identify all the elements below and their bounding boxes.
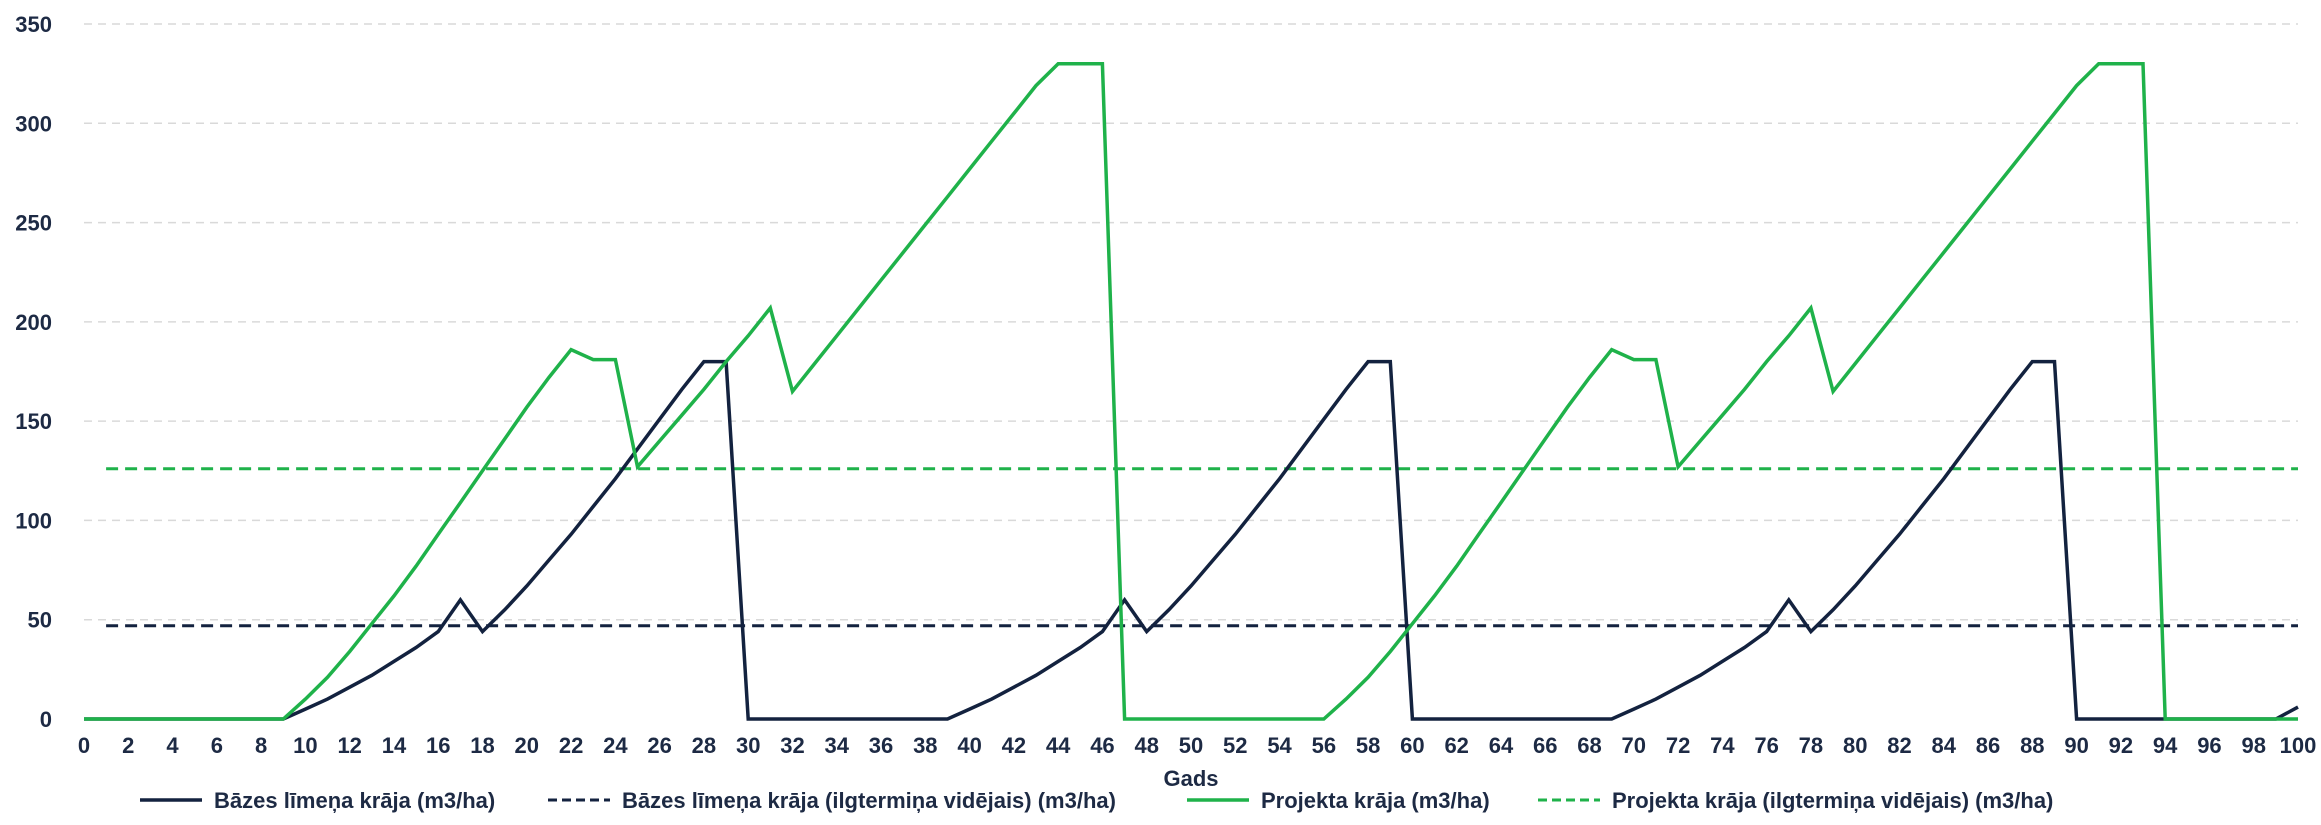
x-tick-label: 16 <box>426 733 450 758</box>
x-tick-label: 92 <box>2109 733 2133 758</box>
x-tick-label: 20 <box>515 733 539 758</box>
x-tick-label: 54 <box>1267 733 1292 758</box>
x-tick-label: 96 <box>2197 733 2221 758</box>
x-tick-label: 90 <box>2064 733 2088 758</box>
x-tick-label: 6 <box>211 733 223 758</box>
x-tick-label: 34 <box>825 733 850 758</box>
x-tick-label: 44 <box>1046 733 1071 758</box>
legend-label: Bāzes līmeņa krāja (m3/ha) <box>214 788 495 813</box>
x-tick-label: 70 <box>1622 733 1646 758</box>
x-tick-label: 48 <box>1134 733 1158 758</box>
x-tick-label: 88 <box>2020 733 2044 758</box>
x-tick-label: 2 <box>122 733 134 758</box>
x-axis-title: Gads <box>1163 766 1218 791</box>
x-tick-label: 26 <box>647 733 671 758</box>
x-tick-label: 80 <box>1843 733 1867 758</box>
y-tick-label: 150 <box>15 409 52 434</box>
x-tick-label: 94 <box>2153 733 2178 758</box>
series-line <box>84 61 2298 721</box>
x-tick-label: 46 <box>1090 733 1114 758</box>
x-tick-label: 74 <box>1710 733 1735 758</box>
x-tick-label: 24 <box>603 733 628 758</box>
x-tick-label: 50 <box>1179 733 1203 758</box>
x-tick-label: 62 <box>1444 733 1468 758</box>
series-lines <box>84 61 2299 721</box>
x-tick-label: 0 <box>78 733 90 758</box>
x-tick-label: 4 <box>166 733 179 758</box>
x-tick-label: 22 <box>559 733 583 758</box>
legend-label: Projekta krāja (ilgtermiņa vidējais) (m3… <box>1612 788 2053 813</box>
y-axis-tick-labels: 0 50 100 150 200 250 300 350 <box>15 12 52 732</box>
x-tick-label: 68 <box>1577 733 1601 758</box>
gridlines <box>84 23 2298 621</box>
x-tick-label: 60 <box>1400 733 1424 758</box>
x-tick-label: 56 <box>1312 733 1336 758</box>
x-tick-label: 64 <box>1489 733 1514 758</box>
x-tick-label: 100 <box>2280 733 2317 758</box>
y-tick-label: 250 <box>15 211 52 236</box>
x-tick-label: 32 <box>780 733 804 758</box>
x-tick-label: 8 <box>255 733 267 758</box>
x-axis-tick-labels: 0 2 4 6 8 10 12 14 16 18 20 22 24 26 28 30 32 34 36 38 40 42 4… <box>78 733 2316 758</box>
x-tick-label: 72 <box>1666 733 1690 758</box>
x-tick-label: 66 <box>1533 733 1557 758</box>
y-tick-label: 350 <box>15 12 52 37</box>
x-tick-label: 10 <box>293 733 317 758</box>
legend-label: Projekta krāja (m3/ha) <box>1261 788 1490 813</box>
x-tick-label: 42 <box>1002 733 1026 758</box>
x-tick-label: 36 <box>869 733 893 758</box>
x-tick-label: 98 <box>2241 733 2265 758</box>
x-tick-label: 82 <box>1887 733 1911 758</box>
x-tick-label: 14 <box>382 733 407 758</box>
x-tick-label: 40 <box>957 733 981 758</box>
x-tick-label: 78 <box>1799 733 1823 758</box>
y-tick-label: 100 <box>15 508 52 533</box>
x-tick-label: 84 <box>1932 733 1957 758</box>
x-tick-label: 28 <box>692 733 716 758</box>
x-tick-label: 38 <box>913 733 937 758</box>
y-tick-label: 0 <box>40 707 52 732</box>
x-tick-label: 58 <box>1356 733 1380 758</box>
legend: Bāzes līmeņa krāja (m3/ha) Bāzes līmeņa k… <box>140 788 2053 813</box>
x-tick-label: 18 <box>470 733 494 758</box>
x-tick-label: 30 <box>736 733 760 758</box>
series-line <box>84 359 2299 721</box>
y-tick-label: 300 <box>15 111 52 136</box>
x-tick-label: 12 <box>337 733 361 758</box>
y-tick-label: 50 <box>28 608 52 633</box>
x-tick-label: 86 <box>1976 733 2000 758</box>
legend-label: Bāzes līmeņa krāja (ilgtermiņa vidējais)… <box>622 788 1116 813</box>
x-tick-label: 52 <box>1223 733 1247 758</box>
y-tick-label: 200 <box>15 310 52 335</box>
x-tick-label: 76 <box>1754 733 1778 758</box>
